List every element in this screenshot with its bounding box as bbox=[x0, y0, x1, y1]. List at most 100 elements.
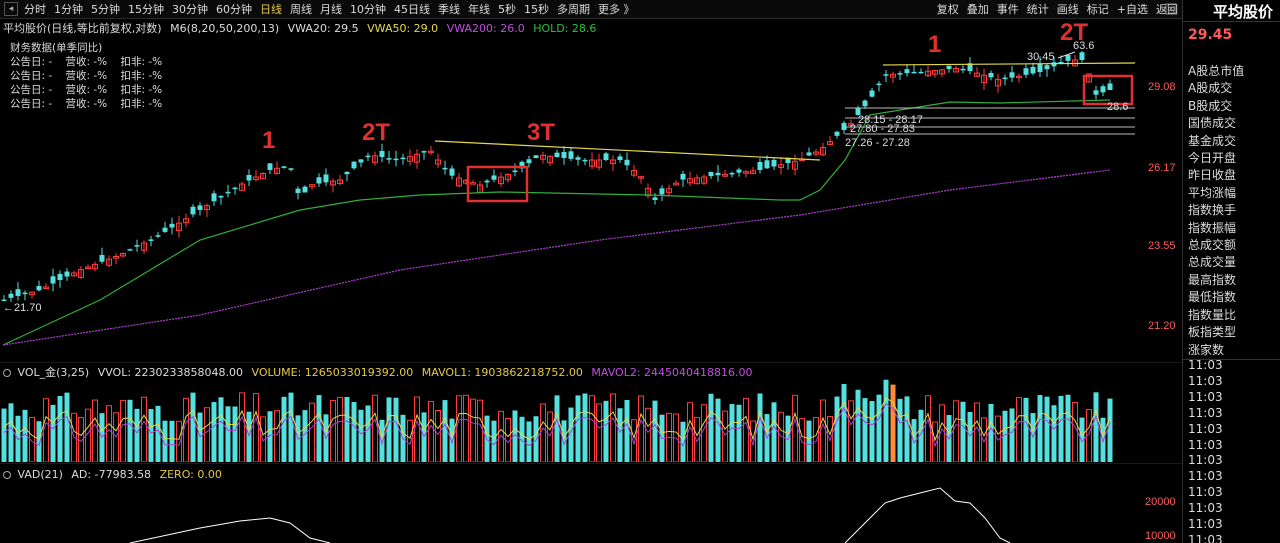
period-tab[interactable]: 1分钟 bbox=[54, 2, 83, 16]
volume-bar bbox=[792, 394, 798, 462]
time-item: 11:03 bbox=[1188, 485, 1223, 500]
time-item: 11:03 bbox=[1188, 501, 1223, 516]
main-indicator-line: 平均股价(日线,等比前复权,对数) M6(8,20,50,200,13) VWA… bbox=[3, 20, 601, 36]
period-tab[interactable]: 45日线 bbox=[394, 2, 430, 16]
candle-body bbox=[904, 69, 910, 74]
candle-body bbox=[1058, 61, 1064, 64]
candle-body bbox=[582, 159, 588, 162]
volume-chart[interactable] bbox=[0, 362, 1182, 462]
sidebar-menu-item[interactable]: 国债成交 bbox=[1188, 116, 1237, 131]
period-tab[interactable]: 周线 bbox=[290, 2, 312, 16]
volume-circle-icon bbox=[3, 369, 11, 377]
candle-body bbox=[85, 266, 91, 269]
vad-axis-label: 20000 bbox=[1145, 496, 1176, 508]
period-tab[interactable]: 60分钟 bbox=[216, 2, 252, 16]
period-tab[interactable]: 分时 bbox=[24, 2, 46, 16]
candle-body bbox=[750, 170, 756, 174]
candle-body bbox=[330, 180, 336, 186]
candle-body bbox=[351, 161, 357, 169]
period-tab[interactable]: 30分钟 bbox=[172, 2, 208, 16]
period-tab[interactable]: 5秒 bbox=[498, 2, 516, 16]
candlestick-chart[interactable]: 29.08 26.17 23.55 21.20 1 2T 3T 1 2T ←21.70 63.6 30… bbox=[0, 0, 1182, 360]
volume-bar bbox=[407, 419, 413, 462]
mavol2-line bbox=[3, 402, 1111, 448]
pointer-line bbox=[1057, 51, 1076, 59]
period-tab[interactable]: 年线 bbox=[468, 2, 490, 16]
toolbar-action-button[interactable]: 画线 bbox=[1056, 3, 1079, 16]
volume-bar bbox=[1009, 408, 1015, 462]
volume-bar bbox=[876, 394, 882, 462]
candle-body bbox=[631, 170, 637, 176]
toolbar-action-button[interactable]: 叠加 bbox=[966, 3, 989, 16]
toolbar-action-button[interactable]: 复权 bbox=[936, 3, 959, 16]
sidebar-menu-item[interactable]: 最低指数 bbox=[1188, 290, 1237, 305]
time-item: 11:03 bbox=[1188, 358, 1223, 372]
volume-bar bbox=[1037, 395, 1043, 462]
period-tabs: 分时 1分钟 5分钟 15分钟 30分钟 60分钟 日线 周线 月线 10分钟 45日线 季线 年线 5秒… bbox=[20, 0, 639, 19]
zero-value: ZERO: 0.00 bbox=[159, 468, 222, 481]
sidebar-menu-item[interactable]: 指数振幅 bbox=[1188, 220, 1237, 235]
sidebar-menu-item[interactable]: 基金成交 bbox=[1188, 133, 1237, 148]
period-tab[interactable]: 5分钟 bbox=[91, 2, 120, 16]
sidebar-menu-item[interactable]: 今日开盘 bbox=[1188, 151, 1237, 166]
candle-body bbox=[939, 69, 945, 75]
chart-name: 平均股价(日线,等比前复权,对数) bbox=[3, 22, 162, 35]
volume-bar bbox=[120, 400, 126, 462]
volume-bar bbox=[211, 402, 217, 462]
candle-body bbox=[981, 74, 987, 84]
volume-bar bbox=[393, 397, 399, 462]
period-tab[interactable]: 10分钟 bbox=[350, 2, 386, 16]
sidebar-menu-item[interactable]: 总成交量 bbox=[1188, 255, 1237, 270]
candle-body bbox=[183, 218, 189, 224]
candle-body bbox=[232, 187, 238, 190]
volume-bar bbox=[533, 416, 539, 462]
sidebar-menu-item[interactable]: 指数换手 bbox=[1188, 203, 1237, 218]
candle-body bbox=[400, 157, 406, 160]
period-tab[interactable]: 日线 bbox=[260, 2, 282, 16]
period-tab[interactable]: 多周期 bbox=[557, 2, 590, 16]
toolbar-action-button[interactable]: 返回 bbox=[1156, 3, 1178, 16]
volume-bar bbox=[771, 402, 777, 462]
volume-bar bbox=[337, 396, 343, 462]
volume-bar bbox=[680, 421, 686, 462]
volume-bar bbox=[372, 394, 378, 462]
sidebar-menu-item[interactable]: 昨日收盘 bbox=[1188, 168, 1237, 183]
vad-chart[interactable]: 20000 10000 bbox=[0, 463, 1182, 543]
candle-body bbox=[92, 263, 98, 270]
volume-bar bbox=[1058, 395, 1064, 462]
trendline-yellow bbox=[882, 62, 1136, 66]
period-tab[interactable]: 月线 bbox=[320, 2, 342, 16]
period-tab[interactable]: 更多 》 bbox=[598, 2, 635, 16]
sidebar-menu-item[interactable]: 板指类型 bbox=[1188, 325, 1237, 340]
sidebar-menu-item[interactable]: A股成交 bbox=[1188, 81, 1233, 96]
candle-body bbox=[771, 159, 777, 167]
candle-body bbox=[239, 183, 245, 191]
sidebar-menu-item[interactable]: 最高指数 bbox=[1188, 272, 1237, 287]
candle-body bbox=[862, 100, 868, 107]
volume-bar bbox=[155, 405, 161, 462]
wave-mark: 2T bbox=[1060, 19, 1088, 46]
expand-arrow-icon[interactable]: ◂ bbox=[4, 2, 18, 16]
candle-body bbox=[253, 176, 259, 181]
toolbar-action-button[interactable]: +自选 bbox=[1116, 3, 1148, 16]
period-tab[interactable]: 季线 bbox=[438, 2, 460, 16]
wave-mark: 1 bbox=[262, 127, 275, 154]
range-label: 27.80 - 27.83 bbox=[850, 123, 915, 135]
volume-bar bbox=[722, 410, 728, 462]
sidebar-menu-item[interactable]: A股总市值 bbox=[1188, 64, 1245, 78]
period-tab[interactable]: 15分钟 bbox=[128, 2, 164, 16]
sidebar-menu-item[interactable]: 涨家数 bbox=[1188, 342, 1225, 357]
sidebar-menu-item[interactable]: B股成交 bbox=[1188, 98, 1233, 113]
toolbar-action-button[interactable]: 事件 bbox=[996, 3, 1019, 16]
sidebar-menu-item[interactable]: 指数量比 bbox=[1188, 307, 1237, 322]
toolbar-action-button[interactable]: 标记 bbox=[1086, 3, 1109, 16]
candle-body bbox=[540, 154, 546, 160]
volume-bar bbox=[568, 407, 574, 462]
period-tab[interactable]: 15秒 bbox=[524, 2, 549, 16]
candle-body bbox=[484, 180, 490, 183]
sidebar-menu-item[interactable]: 总成交额 bbox=[1188, 238, 1237, 253]
candle-body bbox=[701, 176, 707, 184]
sidebar-menu-item[interactable]: 平均涨幅 bbox=[1188, 185, 1237, 200]
toolbar-action-button[interactable]: 统计 bbox=[1026, 3, 1049, 16]
volume-bar bbox=[561, 420, 567, 462]
